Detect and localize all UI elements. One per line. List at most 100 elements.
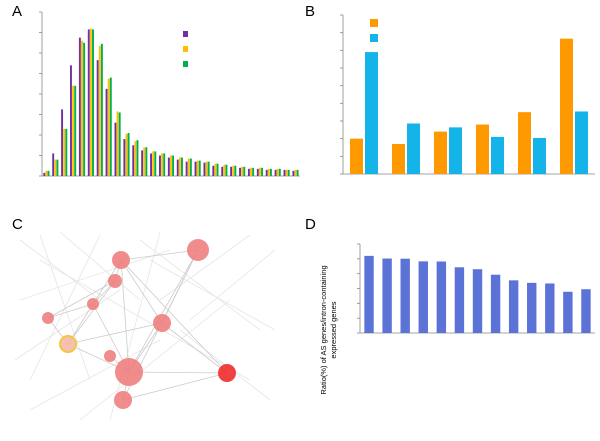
network-go-terms (14, 231, 276, 421)
bar-0-0 (349, 138, 363, 174)
bar-2-14 (172, 155, 175, 176)
bar-2-2 (65, 128, 68, 176)
bar-0-11 (141, 150, 144, 176)
network-node-1 (112, 251, 130, 269)
y-axis-title: Ratio(%) of AS genes/intron-containingex… (319, 265, 338, 394)
bar-1-16 (187, 158, 190, 176)
bar-1-1 (407, 123, 421, 174)
bar-2-20 (225, 164, 228, 176)
bar-0-3 (70, 65, 72, 176)
bar-0-13 (158, 155, 161, 176)
bar-0-23 (247, 168, 250, 176)
network-edge-bg (19, 239, 101, 301)
panel-label-a: A (12, 3, 22, 20)
bar-2-9 (127, 132, 130, 176)
bar-2-19 (216, 163, 219, 176)
network-edge-bg (59, 231, 141, 301)
bar-2-18 (207, 161, 210, 176)
network-node-5 (153, 314, 171, 332)
bar-0-12 (150, 153, 152, 176)
bar-5 (454, 267, 465, 333)
bar-0 (364, 255, 374, 333)
bar-2-15 (181, 157, 183, 176)
bar-0-24 (256, 168, 259, 176)
bar-1-5 (575, 111, 589, 174)
network-edge-bg (29, 339, 161, 411)
bar-0-8 (114, 122, 117, 176)
network-node-4 (42, 312, 54, 324)
bar-0-5 (559, 38, 573, 174)
bar-2-6 (100, 43, 103, 177)
bar-2-23 (252, 167, 255, 176)
bar-1-7 (107, 78, 110, 176)
panel-label-b: B (305, 3, 315, 20)
bar-1-20 (223, 164, 226, 176)
network-edge (122, 372, 228, 401)
bar-12 (581, 289, 591, 333)
network-edge (161, 322, 228, 374)
bar-4 (436, 261, 447, 333)
network-edge (128, 371, 228, 374)
bar-2-13 (163, 153, 166, 176)
bar-1-6 (98, 45, 101, 177)
bar-1-3 (491, 136, 505, 174)
bar-1-23 (250, 167, 252, 176)
network-edge (47, 303, 94, 319)
bar-1-4 (533, 137, 547, 174)
bar-1 (382, 258, 392, 333)
network-edge-bg (159, 234, 251, 301)
bar-8 (508, 280, 519, 333)
bar-0-26 (274, 169, 277, 176)
bar-1-22 (241, 166, 244, 176)
bar-2-0 (47, 170, 50, 176)
bar-0-17 (194, 161, 197, 176)
bar-1-27 (285, 169, 288, 176)
bar-2-8 (118, 112, 121, 176)
bar-0-21 (230, 166, 233, 176)
bar-1-4 (81, 40, 83, 177)
bar-1-17 (196, 160, 199, 176)
bar-7 (490, 274, 501, 333)
bar-0-22 (239, 167, 241, 176)
bar-0-4 (78, 37, 81, 176)
panel-label-d: D (305, 216, 316, 233)
bar-2-12 (154, 151, 157, 176)
bar-2-24 (261, 167, 263, 176)
legend-swatch-0 (370, 19, 378, 27)
bar-1-1 (54, 159, 57, 176)
bar-2-27 (287, 169, 290, 176)
legend-swatch-0 (183, 31, 188, 37)
bar-0-27 (283, 169, 286, 176)
network-edge (120, 249, 199, 261)
bar-1-21 (232, 165, 235, 176)
bar-1-3 (72, 85, 75, 176)
bar-2-21 (234, 165, 237, 176)
bar-0-2 (61, 109, 64, 176)
bar-0-9 (123, 139, 126, 176)
panel-label-c: C (12, 216, 23, 233)
bar-1-9 (125, 133, 128, 176)
network-edge-bg (29, 234, 101, 381)
network-edge (128, 249, 199, 373)
bar-2-17 (198, 160, 201, 176)
bar-0-16 (185, 161, 188, 176)
bar-1-14 (170, 155, 172, 176)
network-edge-bg (14, 289, 121, 361)
network-edge-bg (79, 299, 231, 421)
bar-2-11 (145, 147, 148, 176)
bar-0-15 (176, 159, 179, 176)
chart-as-ratio: Ratio(%) of AS genes/intron-containingex… (319, 243, 595, 395)
bar-2-26 (278, 168, 281, 176)
bar-1-2 (63, 128, 66, 176)
legend-swatch-1 (183, 46, 188, 52)
bar-9 (527, 282, 537, 333)
bar-1-18 (205, 161, 208, 176)
bar-2-1 (56, 159, 59, 176)
bar-0-5 (87, 29, 90, 176)
bar-0-6 (96, 60, 99, 176)
bar-3 (418, 261, 428, 333)
network-edge (47, 280, 116, 319)
chart-intron-size (39, 11, 300, 177)
network-edge (67, 280, 116, 345)
